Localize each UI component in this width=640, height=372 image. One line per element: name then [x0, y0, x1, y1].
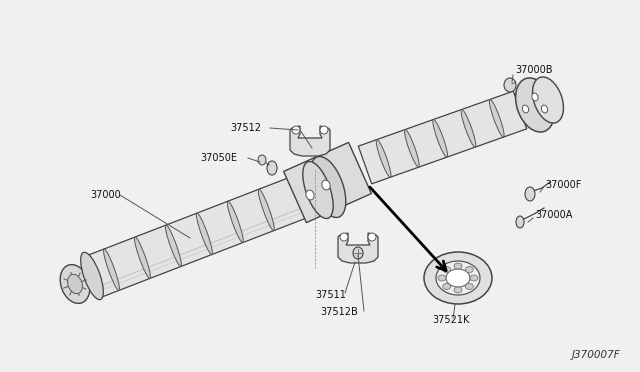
Ellipse shape	[368, 233, 376, 241]
Ellipse shape	[424, 252, 492, 304]
Ellipse shape	[81, 252, 103, 300]
Ellipse shape	[376, 140, 391, 177]
Ellipse shape	[404, 129, 419, 167]
Ellipse shape	[470, 275, 478, 281]
Ellipse shape	[490, 99, 504, 137]
Text: 37000B: 37000B	[515, 65, 552, 75]
Ellipse shape	[134, 237, 150, 279]
Text: J370007F: J370007F	[572, 350, 620, 360]
Ellipse shape	[292, 126, 300, 134]
Ellipse shape	[433, 119, 447, 157]
Ellipse shape	[522, 105, 529, 113]
Ellipse shape	[436, 261, 480, 295]
Ellipse shape	[438, 275, 446, 281]
Ellipse shape	[454, 263, 462, 269]
Ellipse shape	[68, 274, 83, 294]
Ellipse shape	[166, 225, 181, 266]
Ellipse shape	[465, 283, 474, 289]
Ellipse shape	[541, 105, 548, 113]
Polygon shape	[284, 142, 371, 222]
Ellipse shape	[516, 78, 554, 132]
Ellipse shape	[532, 93, 538, 101]
Ellipse shape	[104, 249, 120, 291]
Ellipse shape	[259, 189, 275, 231]
Ellipse shape	[532, 77, 563, 123]
Ellipse shape	[320, 126, 328, 134]
Ellipse shape	[303, 161, 333, 218]
Ellipse shape	[454, 287, 462, 293]
Ellipse shape	[525, 187, 535, 201]
Text: 37521K: 37521K	[432, 315, 469, 325]
Ellipse shape	[227, 201, 243, 243]
Text: 37000: 37000	[90, 190, 121, 200]
Ellipse shape	[267, 161, 277, 175]
Ellipse shape	[322, 180, 330, 190]
Ellipse shape	[353, 247, 363, 259]
Ellipse shape	[465, 266, 474, 273]
Polygon shape	[338, 233, 378, 263]
Polygon shape	[290, 126, 330, 156]
Ellipse shape	[443, 266, 451, 273]
Ellipse shape	[60, 264, 90, 304]
Ellipse shape	[306, 190, 314, 200]
Ellipse shape	[443, 283, 451, 289]
Ellipse shape	[446, 269, 470, 287]
Text: 37000A: 37000A	[535, 210, 572, 220]
Text: 37000F: 37000F	[545, 180, 581, 190]
Polygon shape	[82, 174, 313, 298]
Ellipse shape	[258, 155, 266, 165]
Text: 37512B: 37512B	[320, 307, 358, 317]
Ellipse shape	[196, 213, 212, 254]
Text: 37050E: 37050E	[200, 153, 237, 163]
Ellipse shape	[504, 78, 516, 92]
Ellipse shape	[310, 157, 346, 218]
Text: 37512: 37512	[230, 123, 261, 133]
Text: 37511: 37511	[315, 290, 346, 300]
Ellipse shape	[461, 109, 476, 147]
Polygon shape	[358, 91, 527, 184]
Ellipse shape	[516, 216, 524, 228]
Ellipse shape	[340, 233, 348, 241]
